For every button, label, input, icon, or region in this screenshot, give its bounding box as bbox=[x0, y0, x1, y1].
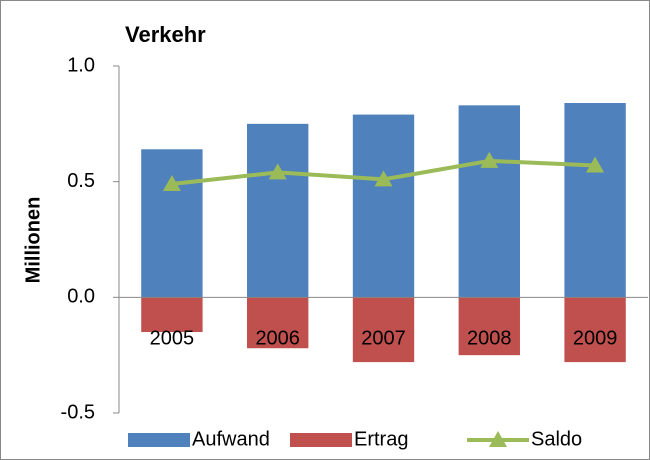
y-tick-label: 1.0 bbox=[67, 54, 95, 76]
y-tick-label: -0.5 bbox=[61, 401, 95, 423]
x-tick-label: 2007 bbox=[361, 328, 406, 350]
y-axis-label: Millionen bbox=[22, 197, 44, 284]
legend-marker bbox=[489, 431, 507, 447]
bar bbox=[247, 123, 309, 298]
marker bbox=[268, 163, 287, 180]
x-tick-label: 2008 bbox=[467, 328, 512, 350]
marker bbox=[480, 151, 499, 168]
bar bbox=[352, 297, 415, 363]
legend-swatch bbox=[290, 433, 352, 447]
x-tick-label: 2006 bbox=[255, 328, 300, 350]
legend-label: Saldo bbox=[531, 428, 582, 450]
marker bbox=[162, 174, 181, 191]
bar bbox=[458, 105, 520, 298]
bar bbox=[352, 114, 415, 298]
bar bbox=[458, 297, 520, 356]
bar bbox=[141, 149, 203, 298]
x-tick-label: 2009 bbox=[573, 328, 618, 350]
chart-title: Verkehr bbox=[125, 22, 206, 47]
x-tick-label: 2005 bbox=[150, 328, 195, 350]
marker bbox=[374, 170, 393, 187]
legend-swatch bbox=[128, 433, 190, 447]
legend-label: Aufwand bbox=[192, 428, 270, 450]
marker bbox=[586, 156, 605, 173]
bar bbox=[564, 297, 626, 363]
bar bbox=[141, 297, 203, 333]
bar bbox=[247, 297, 309, 349]
y-tick-label: 0.5 bbox=[67, 170, 95, 192]
y-tick-label: 0.0 bbox=[67, 286, 95, 308]
legend-label: Ertrag bbox=[354, 428, 408, 450]
bar bbox=[564, 103, 626, 298]
